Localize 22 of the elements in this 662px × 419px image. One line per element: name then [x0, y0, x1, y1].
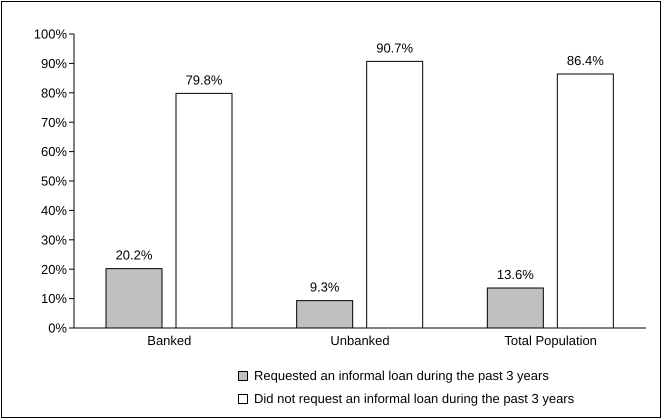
x-tick-label: Unbanked — [330, 333, 390, 348]
data-label: 90.7% — [376, 40, 414, 56]
y-tick-label: 50% — [40, 174, 68, 189]
y-tick-label: 30% — [40, 232, 68, 248]
legend-label: Requested an informal loan during the past 3 years — [254, 368, 549, 383]
y-tick-label: 70% — [40, 114, 68, 130]
x-tick-label: Banked — [147, 333, 192, 348]
y-tick-label: 90% — [40, 56, 68, 72]
data-label: 9.3% — [310, 280, 340, 295]
x-tick-label: Total Population — [504, 333, 597, 348]
y-tick-label: 40% — [40, 203, 68, 218]
y-tick-label: 20% — [40, 262, 68, 277]
legend-label: Did not request an informal loan during the past 3 years — [254, 391, 574, 406]
data-label: 86.4% — [566, 52, 604, 68]
data-label: 13.6% — [496, 267, 534, 282]
y-tick-label: 60% — [40, 144, 68, 160]
y-tick-label: 10% — [40, 291, 68, 306]
y-tick-label: 80% — [40, 85, 68, 100]
y-tick-label: 100% — [34, 26, 68, 42]
data-label: 20.2% — [116, 248, 153, 263]
y-tick-label: 0% — [48, 320, 68, 336]
data-label: 79.8% — [186, 72, 223, 88]
